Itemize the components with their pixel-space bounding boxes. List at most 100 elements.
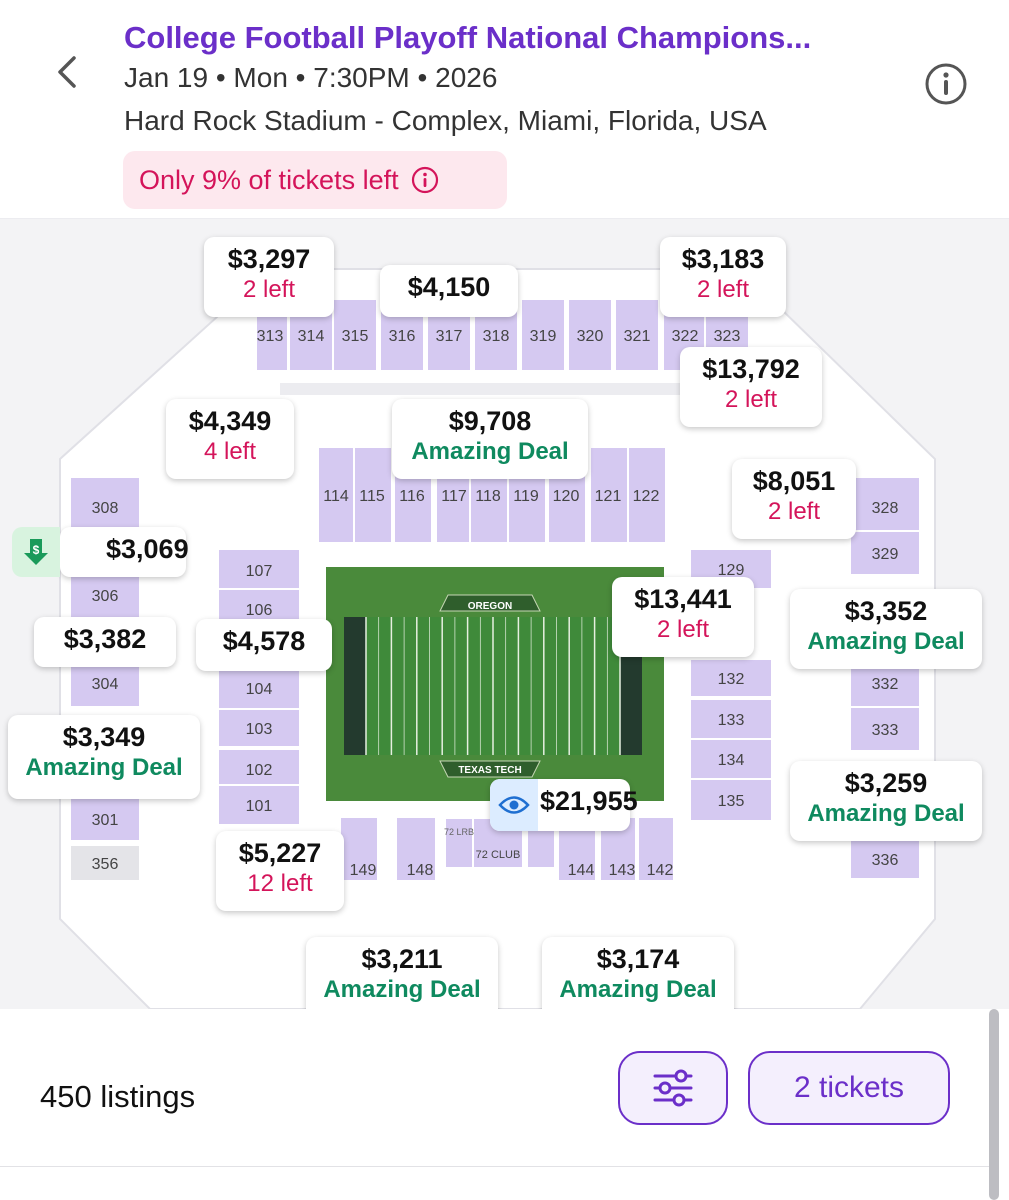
section-135[interactable] xyxy=(689,778,773,822)
price-tag[interactable]: $3,211 Amazing Deal xyxy=(306,937,498,1009)
section-label-315: 315 xyxy=(342,328,369,345)
section-label-101: 101 xyxy=(246,798,273,815)
lrb-label: 72 LRB xyxy=(444,827,474,837)
event-datetime: Jan 19 • Mon • 7:30PM • 2026 xyxy=(124,62,498,93)
filter-button[interactable] xyxy=(618,1051,728,1125)
price-tag[interactable]: $3,297 2 left xyxy=(204,237,334,317)
section-label-314: 314 xyxy=(298,328,325,345)
sliders-icon xyxy=(653,1069,693,1107)
scarcity-text: Only 9% of tickets left xyxy=(139,164,399,195)
section-label-323: 323 xyxy=(714,328,741,345)
section-132[interactable] xyxy=(689,658,773,698)
section-328[interactable] xyxy=(849,476,921,538)
price-tag[interactable]: $9,708 Amazing Deal xyxy=(392,399,588,479)
price-value: $3,174 xyxy=(596,944,680,974)
section-label-132: 132 xyxy=(718,671,745,688)
divider xyxy=(0,1166,989,1167)
section-label-114: 114 xyxy=(323,488,349,505)
section-label-313: 313 xyxy=(257,328,284,345)
section-label-336: 336 xyxy=(872,852,899,869)
section-121[interactable] xyxy=(589,446,629,544)
price-value: $13,792 xyxy=(702,354,800,384)
price-tag[interactable]: $13,792 2 left xyxy=(680,347,822,427)
info-circle-icon xyxy=(411,166,438,194)
price-tag[interactable]: $3,183 2 left xyxy=(660,237,786,317)
club-label: 72 CLUB xyxy=(476,849,521,861)
price-tag[interactable]: $3,349 Amazing Deal xyxy=(8,715,200,799)
section-label-133: 133 xyxy=(718,712,745,729)
section-321[interactable] xyxy=(614,298,660,372)
price-value: $3,069 xyxy=(106,534,189,564)
ticket-quantity-button[interactable]: 2 tickets xyxy=(748,1051,950,1125)
section-label-319: 319 xyxy=(530,328,557,345)
event-venue: Hard Rock Stadium - Complex, Miami, Flor… xyxy=(124,105,767,136)
price-value: $8,051 xyxy=(752,466,836,496)
price-tag[interactable]: $4,578 xyxy=(196,619,332,671)
stadium-map[interactable]: 313 314 315 316 317 318 319 320 321 322 323 308 306… xyxy=(0,219,1009,1009)
availability-label: 2 left xyxy=(724,386,778,413)
section-134[interactable] xyxy=(689,738,773,780)
section-label-104: 104 xyxy=(246,681,273,698)
price-tag[interactable]: $4,150 xyxy=(380,265,518,317)
section-label-129: 129 xyxy=(718,562,745,579)
section-122[interactable] xyxy=(627,446,667,544)
price-tag[interactable]: $5,227 12 left xyxy=(216,831,344,911)
event-title[interactable]: College Football Playoff National Champi… xyxy=(124,20,812,55)
section-315[interactable] xyxy=(332,298,378,372)
eye-icon xyxy=(490,779,538,831)
chevron-left-icon xyxy=(58,56,76,88)
section-label-102: 102 xyxy=(246,762,273,779)
price-tag[interactable]: $3,174 Amazing Deal xyxy=(542,937,734,1009)
section-320[interactable] xyxy=(567,298,613,372)
availability-label: 2 left xyxy=(696,276,750,303)
availability-label: 2 left xyxy=(656,616,710,643)
deal-label: Amazing Deal xyxy=(559,976,717,1003)
info-button[interactable] xyxy=(924,62,968,106)
deal-label: Amazing Deal xyxy=(411,438,569,465)
section-336[interactable] xyxy=(849,838,921,880)
price-tag[interactable]: $3,382 xyxy=(34,617,176,667)
scrollbar[interactable] xyxy=(989,1009,999,1200)
section-319[interactable] xyxy=(520,298,566,372)
price-tag[interactable]: $3,352 Amazing Deal xyxy=(790,589,982,669)
price-tag[interactable]: $3,069 $ xyxy=(12,527,189,577)
back-button[interactable] xyxy=(48,52,88,92)
price-value: $3,382 xyxy=(63,624,147,654)
price-tag[interactable]: $21,955 xyxy=(490,779,638,831)
section-label-106: 106 xyxy=(246,602,273,619)
availability-label: 12 left xyxy=(247,870,313,897)
section-142[interactable] xyxy=(637,816,675,882)
section-label-321: 321 xyxy=(624,328,651,345)
price-tag[interactable]: $4,349 4 left xyxy=(166,399,294,479)
section-115[interactable] xyxy=(353,446,393,544)
section-333[interactable] xyxy=(849,706,921,752)
section-label-304: 304 xyxy=(92,676,119,693)
section-301[interactable] xyxy=(69,796,141,842)
section-label-103: 103 xyxy=(246,721,273,738)
scarcity-badge[interactable]: Only 9% of tickets left xyxy=(123,151,507,209)
event-header: College Football Playoff National Champi… xyxy=(0,0,1009,219)
price-tag[interactable]: $13,441 2 left xyxy=(612,577,754,657)
price-tag[interactable]: $3,259 Amazing Deal xyxy=(790,761,982,841)
price-tag[interactable]: $8,051 2 left xyxy=(732,459,856,539)
section-label-148: 148 xyxy=(407,862,434,879)
section-304[interactable] xyxy=(69,658,141,708)
section-label-329: 329 xyxy=(872,546,899,563)
section-101[interactable] xyxy=(217,784,301,826)
section-label-135: 135 xyxy=(718,793,745,810)
section-306[interactable] xyxy=(69,570,141,620)
section-133[interactable] xyxy=(689,698,773,740)
section-label-116: 116 xyxy=(399,488,425,505)
price-value: $4,578 xyxy=(222,626,306,656)
section-label-332: 332 xyxy=(872,676,899,693)
section-label-356: 356 xyxy=(92,856,119,873)
section-148[interactable] xyxy=(395,816,437,882)
section-label-306: 306 xyxy=(92,588,119,605)
section-103[interactable] xyxy=(217,708,301,748)
price-value: $4,349 xyxy=(188,406,272,436)
section-label-142: 142 xyxy=(647,862,674,879)
section-356[interactable] xyxy=(69,844,141,882)
section-114[interactable] xyxy=(317,446,357,544)
deal-label: Amazing Deal xyxy=(807,800,965,827)
section-329[interactable] xyxy=(849,530,921,576)
